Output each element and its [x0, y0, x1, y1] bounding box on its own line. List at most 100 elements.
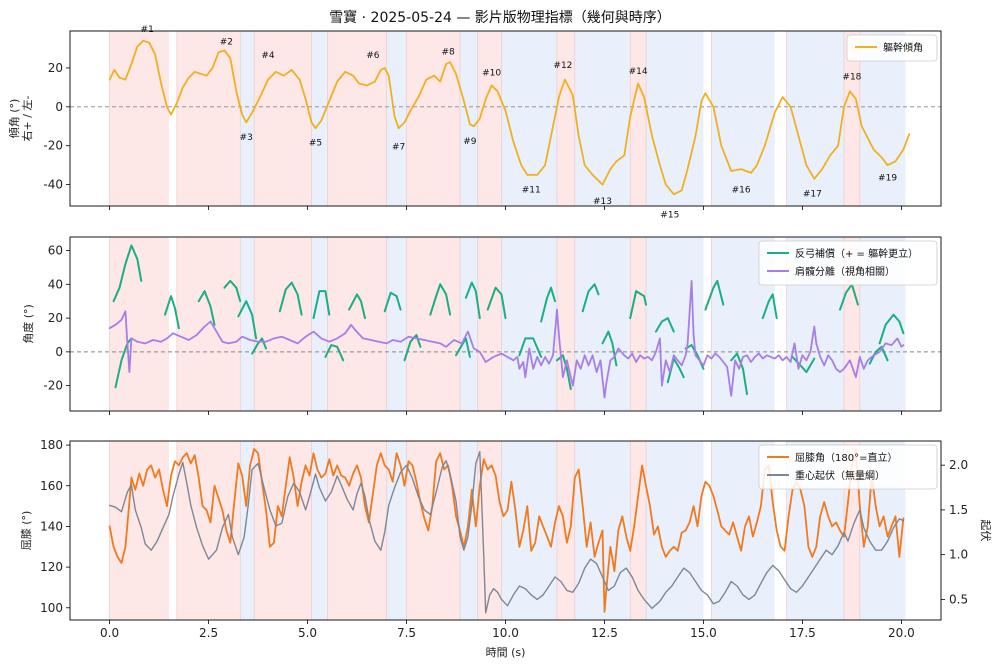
legend-box: [758, 444, 938, 490]
y-axis: -20 0 20 40 60: [43, 244, 70, 393]
phase-span: [254, 441, 312, 620]
x-tick-label: 20.0: [888, 626, 915, 640]
series-segment: [348, 293, 366, 320]
rep-label: #4: [261, 51, 275, 61]
series-segment: [581, 283, 600, 313]
plot-area: [108, 39, 911, 196]
series-segment: [878, 313, 905, 345]
panel-trunk-tilt: #1 #2 #3 #4 #5 #6 #7 #8 #9 #10 #11 #12 #13 #14 #15 #16 #…: [7, 25, 942, 221]
y2-axis-label: 起伏: [979, 520, 993, 542]
legend-label: 屈膝角（180°=直立）: [795, 451, 897, 464]
y-tick-label: -20: [43, 379, 63, 393]
series-line: [108, 39, 911, 196]
series-segment: [324, 344, 345, 362]
phase-span: [406, 237, 460, 411]
plot-area: [108, 244, 905, 399]
y-tick-label: 160: [40, 479, 63, 493]
rep-label: #2: [220, 38, 233, 48]
series-segment: [108, 451, 905, 614]
phase-span: [311, 237, 328, 411]
x-tick-label: 0.0: [100, 626, 119, 640]
y-tick-label: 0: [55, 100, 63, 114]
y-tick-label: -40: [43, 178, 63, 192]
y2-axis: 0.5 1.0 1.5 2.0: [941, 458, 968, 606]
x-tick-label: 12.5: [591, 626, 618, 640]
panel-knee-bob: 100 120 140 160 180 0.5 1.0 1.5 2.0 0.0 2.5 5.0 7.…: [20, 438, 993, 659]
rep-label: #7: [392, 143, 405, 153]
y-tick-label: 140: [40, 519, 63, 533]
phase-span: [459, 237, 478, 411]
phase-span: [327, 31, 387, 206]
rep-label: #1: [141, 25, 154, 35]
phase-span: [406, 441, 460, 620]
series-line: [108, 280, 905, 399]
legend-box: [758, 240, 938, 286]
phase-span: [630, 31, 647, 206]
rep-label: #17: [803, 189, 822, 199]
phase-span: [311, 31, 328, 206]
phase-span: [254, 31, 312, 206]
y-axis-label-line2: 右+ / 左-: [20, 96, 34, 142]
series-segment: [197, 290, 216, 326]
x-tick-label: 7.5: [397, 626, 416, 640]
phase-span: [109, 441, 169, 620]
phase-span: [477, 237, 502, 411]
x-tick-label: 15.0: [690, 626, 717, 640]
series-segment: [486, 286, 507, 320]
phase-span: [646, 237, 704, 411]
phase-spans: [109, 31, 906, 206]
y-tick-label: 0: [55, 345, 63, 359]
series-segment: [654, 317, 675, 333]
y-axis-label: 角度 (°): [21, 304, 35, 344]
y-axis: -40 -20 0 20: [43, 61, 70, 192]
x-tick-label: 10.0: [492, 626, 519, 640]
phase-span: [786, 31, 845, 206]
y-tick-label: 60: [48, 244, 63, 258]
x-tick-label: 5.0: [298, 626, 317, 640]
y2-tick-label: 2.0: [949, 458, 968, 472]
phase-span: [386, 441, 407, 620]
legend-box: [846, 34, 938, 62]
panel-angles: -20 0 20 40 60 角度 (°) 反弓補償（+ = 軀幹更立） 肩髖分離（視角相…: [21, 236, 942, 415]
rep-label: #19: [878, 174, 897, 184]
rep-label: #15: [660, 211, 679, 221]
rep-label: #3: [240, 133, 253, 143]
figure-title: 雪寶 · 2025-05-24 — 影片版物理指標（幾何與時序）: [329, 10, 671, 26]
phase-span: [501, 31, 557, 206]
phase-span: [386, 237, 407, 411]
phase-span: [240, 31, 255, 206]
phase-span: [176, 441, 241, 620]
series-segment: [464, 281, 481, 320]
phase-span: [327, 237, 387, 411]
legend-label: 反弓補償（+ = 軀幹更立）: [795, 247, 918, 260]
y-tick-label: 40: [48, 277, 63, 291]
phase-span: [109, 31, 169, 206]
rep-label: #6: [366, 51, 380, 61]
phase-span: [501, 237, 557, 411]
y-tick-label: 20: [48, 311, 63, 325]
series-segment: [839, 283, 859, 311]
rep-label: #13: [593, 197, 612, 207]
rep-label: #9: [463, 137, 477, 147]
series-segment: [455, 337, 471, 358]
x-axis-label: 時間 (s): [486, 646, 526, 659]
series-segment: [383, 291, 402, 313]
phase-span: [630, 441, 647, 620]
series-segment: [278, 281, 303, 316]
series-segment: [164, 295, 180, 330]
series-segment: [112, 244, 143, 303]
x-axis: [109, 411, 902, 415]
series-segment: [540, 286, 556, 323]
series-segment: [108, 39, 911, 196]
x-axis: [109, 206, 902, 210]
series-segment: [223, 279, 242, 303]
phase-span: [477, 31, 502, 206]
series-segment: [237, 300, 258, 340]
y2-tick-label: 0.5: [949, 592, 968, 606]
phase-span: [556, 31, 575, 206]
phase-span: [176, 31, 241, 206]
y2-tick-label: 1.5: [949, 503, 968, 517]
phase-span: [646, 441, 704, 620]
series-segment: [730, 352, 748, 396]
